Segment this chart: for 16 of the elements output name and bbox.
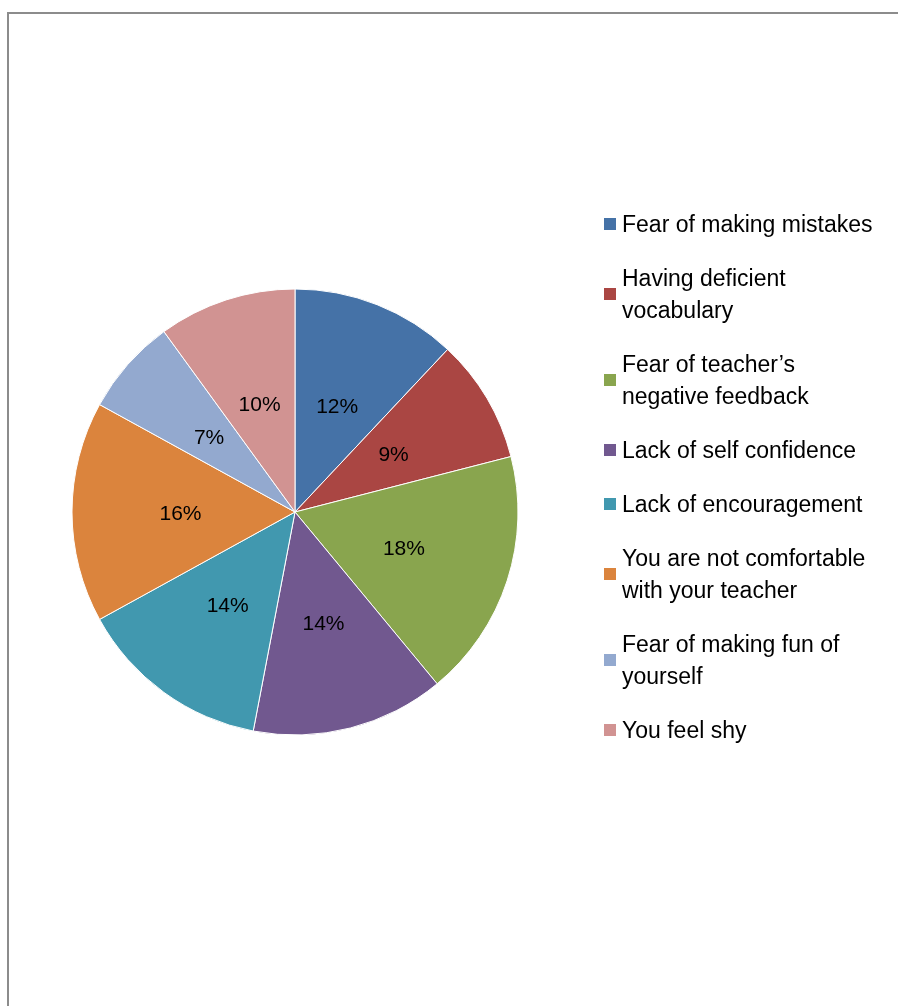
legend-label: Fear of making fun of yourself xyxy=(622,631,846,689)
data-label: 14% xyxy=(302,611,345,635)
data-label: 9% xyxy=(378,442,409,466)
data-label: 18% xyxy=(382,535,425,559)
data-label: 16% xyxy=(159,500,202,524)
legend-label: Lack of self confidence xyxy=(622,437,856,463)
legend-label: You feel shy xyxy=(622,717,747,743)
data-label: 14% xyxy=(206,593,249,617)
legend-label: You are not comfortable with your teacher xyxy=(621,545,872,603)
legend-label: Having deficient vocabulary xyxy=(622,265,793,323)
legend-label: Lack of encouragement xyxy=(622,491,863,517)
data-label: 12% xyxy=(316,394,359,418)
legend-label: Fear of teacher’s negative feedback xyxy=(622,351,810,409)
data-label: 7% xyxy=(193,424,225,448)
legend-label: Fear of making mistakes xyxy=(622,211,873,237)
data-label: 10% xyxy=(238,391,281,415)
